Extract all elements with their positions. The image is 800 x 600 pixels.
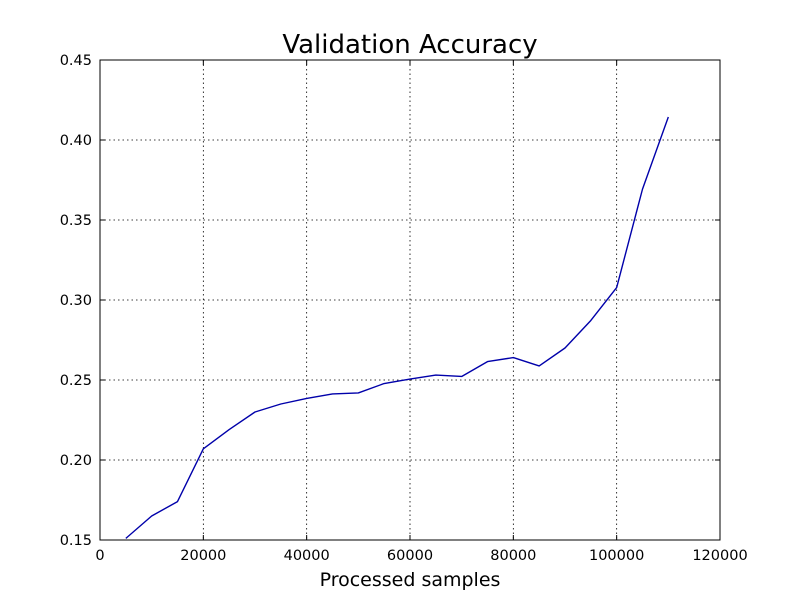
y-tick-label: 0.35 <box>60 213 92 229</box>
y-tick-labels: 0.15 0.20 0.25 0.30 0.35 0.40 0.45 <box>60 53 92 549</box>
y-tick-label: 0.15 <box>60 533 92 549</box>
x-axis-label: Processed samples <box>320 569 501 591</box>
x-tick-label: 60000 <box>387 548 433 564</box>
x-tick-label: 80000 <box>490 548 536 564</box>
grid-layer <box>100 60 720 540</box>
y-tick-label: 0.40 <box>60 133 92 149</box>
chart-title: Validation Accuracy <box>282 30 537 60</box>
series-layer <box>125 116 669 539</box>
y-tick-label: 0.20 <box>60 453 92 469</box>
y-tick-label: 0.25 <box>60 373 92 389</box>
x-tick-label: 120000 <box>692 548 747 564</box>
series-line <box>125 116 669 539</box>
x-tick-label: 0 <box>95 548 104 564</box>
x-tick-label: 40000 <box>284 548 330 564</box>
tick-layer <box>99 59 721 541</box>
x-tick-label: 100000 <box>589 548 644 564</box>
x-tick-label: 20000 <box>180 548 226 564</box>
x-tick-labels: 0 20000 40000 60000 80000 100000 120000 <box>95 548 747 564</box>
y-tick-label: 0.45 <box>60 53 92 69</box>
y-tick-label: 0.30 <box>60 293 92 309</box>
